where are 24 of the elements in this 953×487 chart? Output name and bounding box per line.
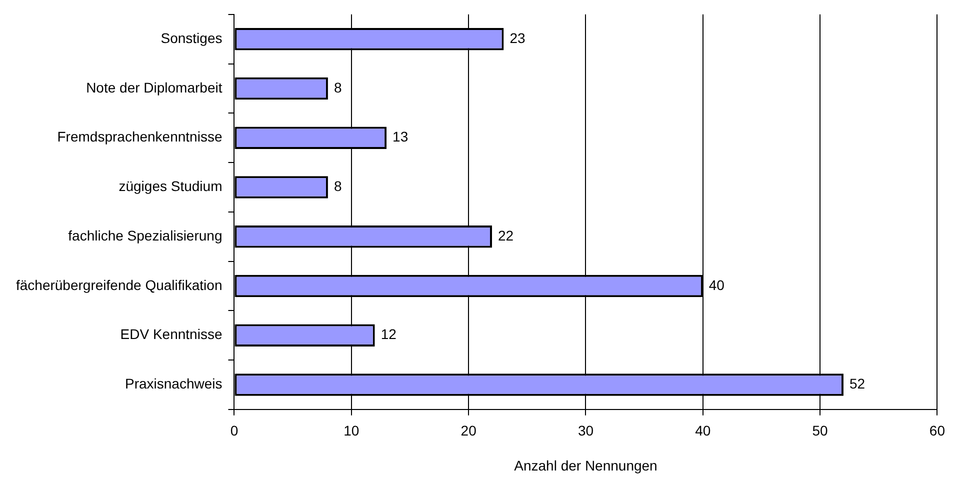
x-tick-label: 10: [344, 422, 360, 439]
data-label: 8: [334, 79, 342, 96]
x-tick-label: 60: [929, 422, 946, 439]
y-tick-label: zügiges Studium: [118, 178, 222, 194]
data-label: 40: [708, 276, 725, 293]
x-axis-title: Anzahl der Nennungen: [514, 457, 658, 474]
y-tick-label: Fremdsprachenkenntnisse: [57, 128, 222, 145]
x-tick-label: 30: [578, 422, 594, 439]
data-label: 52: [849, 376, 866, 392]
x-tick-label: 20: [460, 422, 477, 439]
y-tick-label: Note der Diplomarbeit: [86, 79, 222, 96]
x-tick-label: 50: [812, 422, 828, 439]
y-tick-label: Sonstiges: [160, 30, 222, 46]
x-tick-label: 0: [230, 422, 238, 439]
y-tick-label: Praxisnachweis: [124, 376, 222, 392]
data-label: 22: [498, 227, 514, 244]
y-tick-label: fächerübergreifende Qualifikation: [16, 276, 222, 293]
y-tick-label: fachliche Spezialisierung: [68, 227, 222, 244]
data-label: 13: [392, 128, 408, 145]
y-tick-label: EDV Kenntnisse: [120, 326, 222, 342]
data-label: 12: [380, 326, 397, 342]
data-label: 23: [510, 30, 526, 46]
data-label: 8: [334, 178, 342, 194]
x-tick-label: 40: [695, 422, 711, 439]
